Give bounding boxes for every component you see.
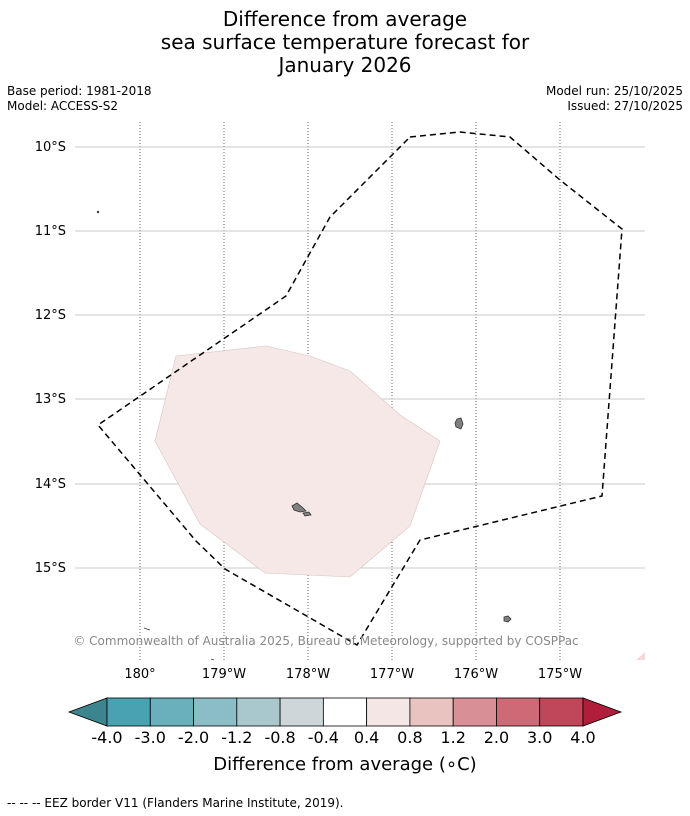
meta-right: Model run: 25/10/2025 Issued: 27/10/2025 bbox=[546, 84, 683, 114]
colorbar-tick-label: 3.0 bbox=[527, 728, 552, 747]
colorbar-tick-label: 4.0 bbox=[570, 728, 595, 747]
title-line-1: Difference from average bbox=[222, 7, 468, 31]
copyright-notice: © Commonwealth of Australia 2025, Bureau… bbox=[73, 634, 578, 648]
colorbar-segment bbox=[149, 697, 194, 727]
colorbar-segment bbox=[452, 697, 497, 727]
colorbar-tick-label: 2.0 bbox=[484, 728, 509, 747]
lon-label: 177°W bbox=[370, 667, 414, 682]
longitude-labels: 180° 179°W 178°W 177°W 176°W 175°W bbox=[124, 667, 582, 682]
title-line-3: January 2026 bbox=[278, 53, 412, 77]
lon-label: 180° bbox=[124, 667, 155, 682]
lat-label: 14°S bbox=[35, 477, 66, 492]
island-wallis bbox=[454, 417, 464, 430]
colorbar-segment bbox=[409, 697, 454, 727]
latitude-labels: 10°S 11°S 12°S 13°S 14°S 15°S bbox=[35, 140, 66, 576]
island-fragment bbox=[143, 627, 151, 631]
lat-label: 15°S bbox=[35, 561, 66, 576]
colorbar-segment bbox=[106, 697, 151, 727]
colorbar-title: Difference from average (∘C) bbox=[0, 754, 690, 775]
island-fragment-2 bbox=[210, 658, 215, 661]
issued-date: Issued: 27/10/2025 bbox=[567, 99, 683, 113]
footer-eez-note: -- -- -- EEZ border V11 (Flanders Marine… bbox=[7, 796, 344, 810]
lat-label: 12°S bbox=[35, 308, 66, 323]
island-speck bbox=[96, 210, 100, 214]
chart-title: Difference from average sea surface temp… bbox=[0, 8, 690, 77]
colorbar-tick-label: 0.4 bbox=[354, 728, 379, 747]
islands bbox=[96, 210, 512, 661]
lon-label: 176°W bbox=[454, 667, 498, 682]
colorbar-high-extend bbox=[582, 697, 623, 727]
colorbar-segment bbox=[193, 697, 238, 727]
lon-label: 179°W bbox=[202, 667, 246, 682]
island-futuna bbox=[291, 502, 307, 513]
lat-label: 13°S bbox=[35, 392, 66, 407]
colorbar-tick-label: -1.2 bbox=[221, 728, 252, 747]
anomaly-region bbox=[154, 345, 441, 578]
base-period: Base period: 1981-2018 bbox=[7, 84, 152, 98]
colorbar-segment bbox=[279, 697, 324, 727]
colorbar-segment bbox=[496, 697, 541, 727]
colorbar-segment bbox=[366, 697, 411, 727]
colorbar-tick-label: -4.0 bbox=[91, 728, 122, 747]
model-name: Model: ACCESS-S2 bbox=[7, 99, 119, 113]
colorbar-tick-label: -0.4 bbox=[308, 728, 339, 747]
lon-label: 175°W bbox=[538, 667, 582, 682]
colorbar-segment bbox=[539, 697, 584, 727]
colorbar-label: Difference from average ( bbox=[213, 754, 446, 775]
colorbar-unit: ∘C) bbox=[445, 754, 477, 775]
title-line-2: sea surface temperature forecast for bbox=[160, 30, 530, 54]
island-niuafoou bbox=[503, 615, 512, 623]
colorbar-tick-label: 1.2 bbox=[440, 728, 465, 747]
lon-label: 178°W bbox=[286, 667, 330, 682]
corner-anomaly bbox=[636, 652, 645, 660]
lat-label: 11°S bbox=[35, 224, 66, 239]
colorbar-tick-label: -2.0 bbox=[178, 728, 209, 747]
lat-label: 10°S bbox=[35, 140, 66, 155]
colorbar-tick-labels: -4.0 -3.0 -2.0 -1.2 -0.8 -0.4 0.4 0.8 1.2 2.0 3.0 4… bbox=[91, 728, 595, 747]
colorbar-segment bbox=[236, 697, 281, 727]
colorbar-tick-label: -3.0 bbox=[135, 728, 166, 747]
colorbar bbox=[67, 697, 623, 727]
meta-left: Base period: 1981-2018 Model: ACCESS-S2 bbox=[7, 84, 152, 114]
colorbar-segment bbox=[322, 697, 368, 727]
eez-border bbox=[96, 131, 623, 647]
island-alofi bbox=[302, 511, 312, 517]
colorbar-tick-label: -0.8 bbox=[264, 728, 295, 747]
colorbar-tick-label: 0.8 bbox=[397, 728, 422, 747]
model-run: Model run: 25/10/2025 bbox=[545, 84, 683, 98]
colorbar-low-extend bbox=[67, 697, 108, 727]
